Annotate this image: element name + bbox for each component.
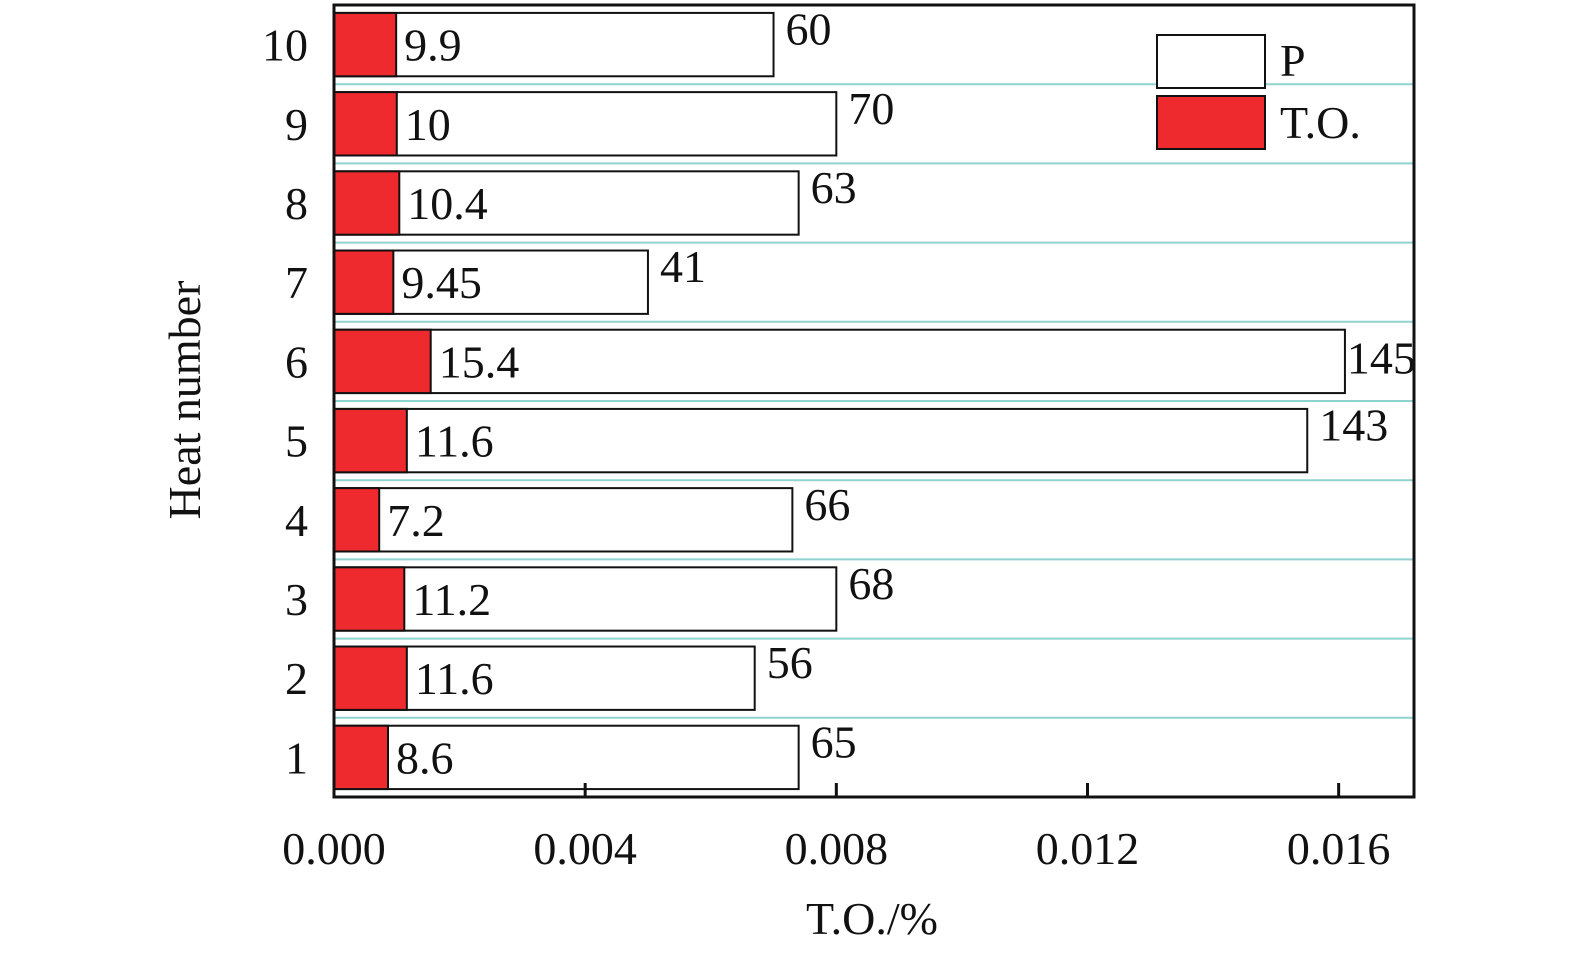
legend-label-p: P xyxy=(1280,35,1306,86)
bar-to-heat-5 xyxy=(333,407,408,474)
x-tick-label: 0.000 xyxy=(282,823,386,874)
y-tick-label: 1 xyxy=(285,732,308,783)
label-p-heat-7: 41 xyxy=(660,241,706,292)
legend-swatch-p xyxy=(1156,34,1266,89)
label-p-heat-3: 68 xyxy=(848,558,894,609)
bar-to-heat-1 xyxy=(333,724,389,791)
bar-to-heat-6 xyxy=(333,328,432,395)
plot-frame xyxy=(332,3,1416,799)
bar-to-heat-7 xyxy=(333,249,395,315)
bar-to-heat-3 xyxy=(333,566,406,632)
bar-to-heat-2 xyxy=(333,645,408,711)
label-to-heat-1: 8.6 xyxy=(396,732,454,783)
label-to-heat-3: 11.2 xyxy=(412,574,491,625)
label-to-heat-8: 10.4 xyxy=(407,178,488,229)
label-to-heat-5: 11.6 xyxy=(415,416,494,467)
label-to-heat-6: 15.4 xyxy=(439,336,519,387)
bar-to-heat-9 xyxy=(333,91,398,157)
legend-label-to: T.O. xyxy=(1280,97,1361,148)
bar-labels: 8.6 65 11.6 56 11.2 68 7.2 66 11.6 143 15.4 145 9.45… xyxy=(387,4,1416,784)
label-to-heat-7: 9.45 xyxy=(401,257,482,308)
bar-p-heat-6 xyxy=(333,328,1346,395)
y-tick-label: 4 xyxy=(285,495,308,546)
bar-to-heat-8 xyxy=(333,170,401,236)
label-p-heat-6: 145 xyxy=(1347,332,1416,383)
label-p-heat-8: 63 xyxy=(811,162,857,213)
y-axis-title: Heat number xyxy=(159,281,210,520)
bar-p-heat-9 xyxy=(333,91,838,157)
label-p-heat-4: 66 xyxy=(804,479,850,530)
bars xyxy=(333,11,1346,791)
y-tick-label: 5 xyxy=(285,416,308,467)
y-tick-label: 10 xyxy=(262,20,308,71)
label-p-heat-5: 143 xyxy=(1319,400,1388,451)
y-tick-label: 6 xyxy=(285,336,308,387)
bar-to-heat-4 xyxy=(333,487,381,553)
label-to-heat-2: 11.6 xyxy=(415,653,494,704)
x-tick-label: 0.008 xyxy=(785,823,889,874)
label-p-heat-2: 56 xyxy=(767,637,813,688)
x-axis-title: T.O./% xyxy=(806,893,938,944)
y-tick-label: 7 xyxy=(285,257,308,308)
bar-to-heat-10 xyxy=(333,11,398,78)
label-p-heat-1: 65 xyxy=(811,716,857,767)
y-tick-label: 9 xyxy=(285,99,308,150)
bar-p-heat-8 xyxy=(333,170,800,236)
bar-p-heat-4 xyxy=(333,487,794,553)
bar-p-heat-10 xyxy=(333,11,775,78)
y-tick-label: 8 xyxy=(285,178,308,229)
label-to-heat-4: 7.2 xyxy=(387,495,445,546)
x-tick-label: 0.004 xyxy=(533,823,637,874)
label-p-heat-10: 60 xyxy=(786,4,832,55)
label-to-heat-9: 10 xyxy=(405,99,451,150)
legend-swatch-to xyxy=(1156,95,1266,150)
bar-p-heat-3 xyxy=(333,566,838,632)
grid-lines xyxy=(334,83,1414,719)
label-to-heat-10: 9.9 xyxy=(404,20,462,71)
y-tick-label: 2 xyxy=(285,653,308,704)
bar-p-heat-1 xyxy=(333,724,800,791)
x-tick-label: 0.012 xyxy=(1036,823,1140,874)
y-tick-label: 3 xyxy=(285,574,308,625)
label-p-heat-9: 70 xyxy=(848,83,894,134)
x-tick-label: 0.016 xyxy=(1287,823,1391,874)
legend: P T.O. xyxy=(1156,34,1361,150)
